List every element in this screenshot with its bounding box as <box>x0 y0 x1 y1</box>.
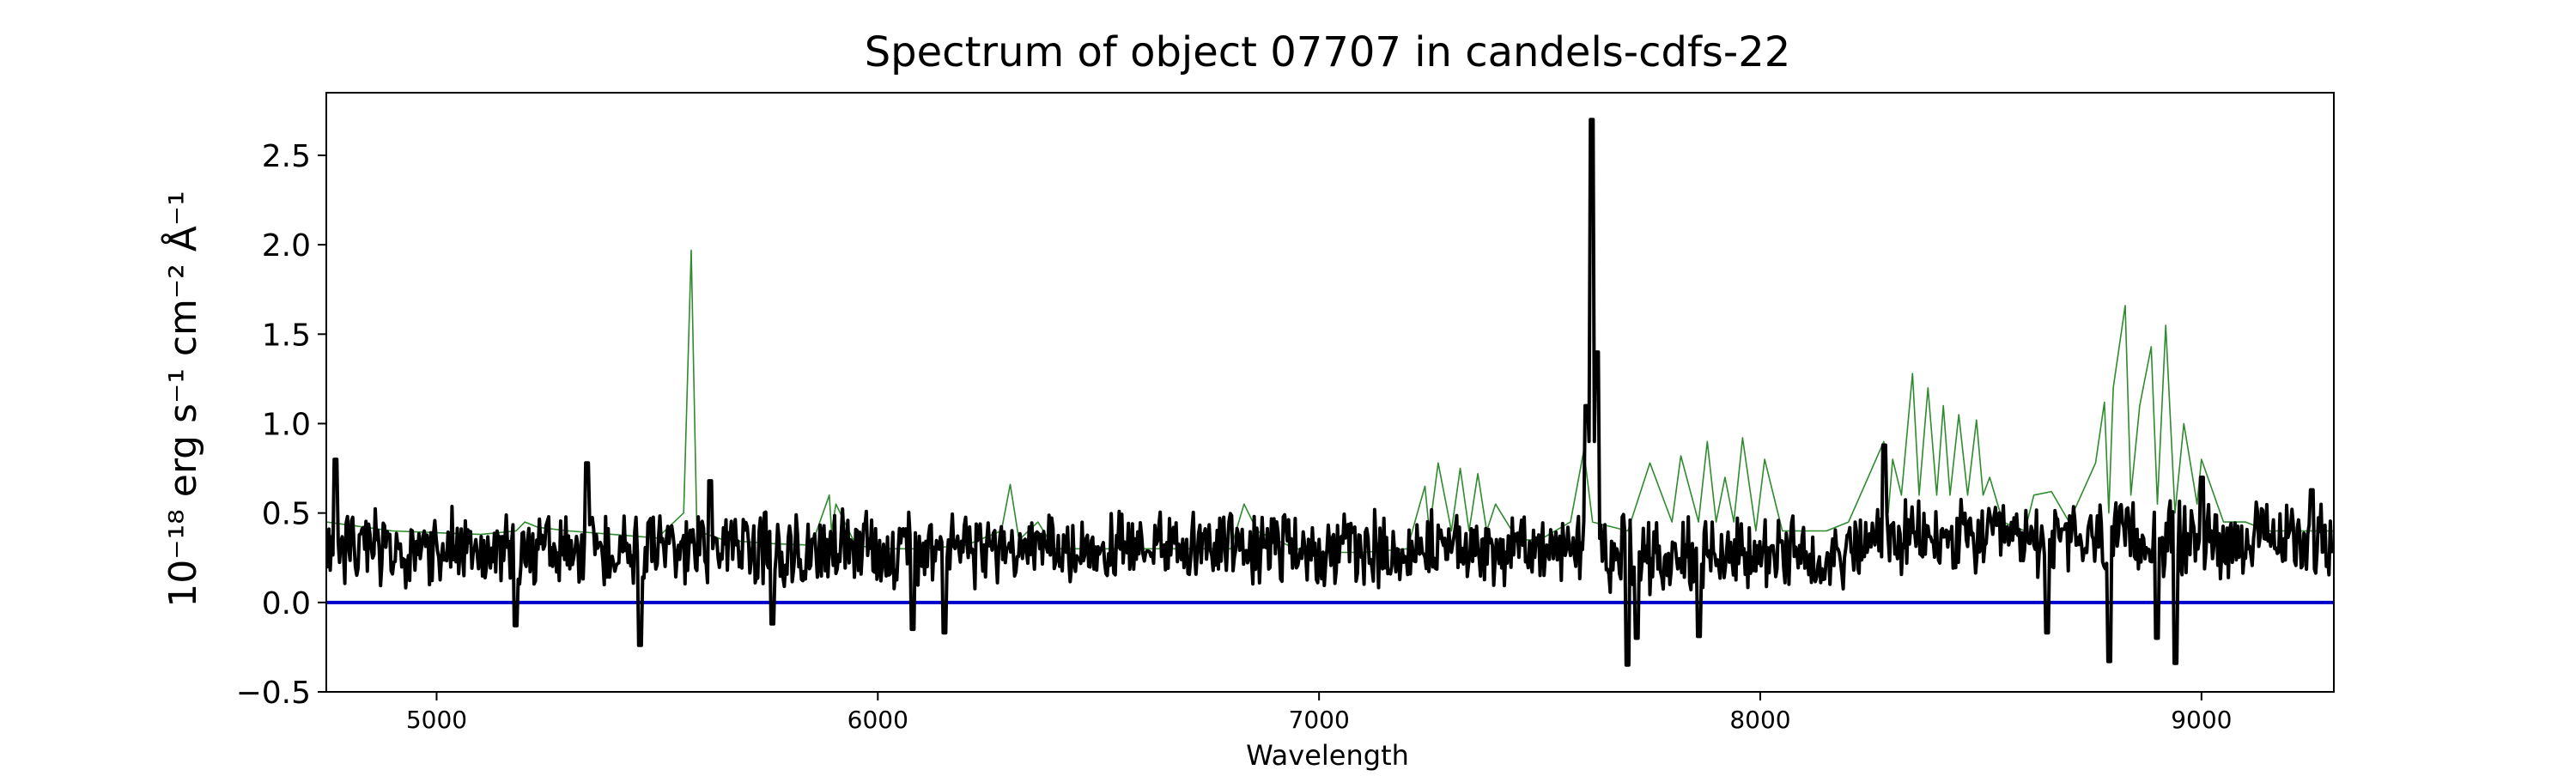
x-tick-label: 6000 <box>848 706 908 734</box>
y-tick-label: 0.0 <box>262 586 311 621</box>
x-tick-label: 5000 <box>406 706 467 734</box>
y-axis-label: 10⁻¹⁸ erg s⁻¹ cm⁻² Å⁻¹ <box>160 191 205 607</box>
y-tick-label: 0.5 <box>262 497 311 532</box>
y-tick-label: 2.5 <box>262 139 311 174</box>
sky-spectrum-line <box>326 249 2334 554</box>
plot-frame <box>325 92 2335 693</box>
y-tick-label: 1.5 <box>262 318 311 353</box>
axes: 5000 6000 7000 8000 9000 −0.5 0.0 0.5 1.0 1.5 2.0 2… <box>236 92 2335 734</box>
x-tick-label: 9000 <box>2171 706 2232 734</box>
y-tick-label: 1.0 <box>262 407 311 442</box>
x-tick-label: 7000 <box>1289 706 1350 734</box>
object-spectrum-line <box>326 118 2334 667</box>
x-axis-label: Wavelength <box>1246 739 1409 772</box>
y-tick-label: −0.5 <box>236 676 311 711</box>
plot-clip-group <box>326 118 2334 667</box>
x-tick-label: 8000 <box>1729 706 1790 734</box>
plot-area <box>326 118 2334 667</box>
chart-title: Spectrum of object 07707 in candels-cdfs… <box>865 28 1791 76</box>
y-tick-label: 2.0 <box>262 228 311 264</box>
